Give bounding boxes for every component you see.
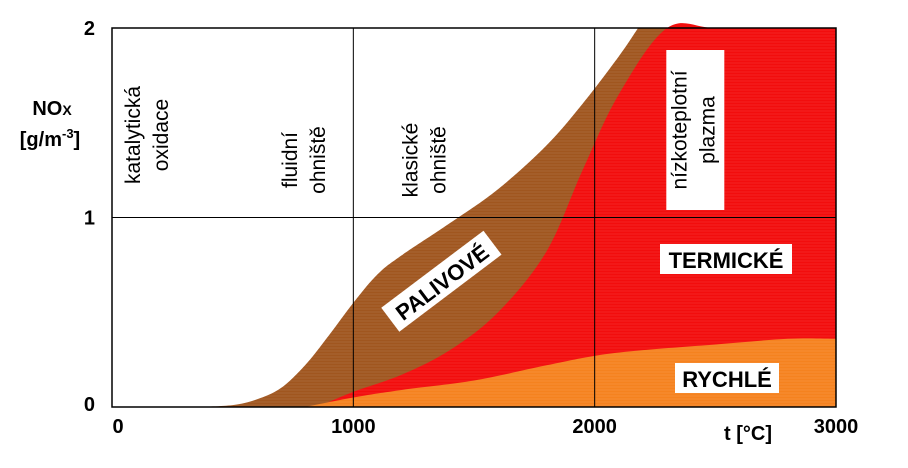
y-tick-label: 1 <box>84 208 95 230</box>
annotation-1: fluidní ohniště <box>279 126 330 194</box>
annotation-line: nízkoteplotní <box>668 70 691 189</box>
y-tick-label: 0 <box>84 394 95 416</box>
annotation-line: klasické <box>400 123 423 198</box>
chart-grid <box>111 27 837 408</box>
annotation-3: nízkoteplotní plazma <box>666 50 725 210</box>
chart-annotations: katalytická oxidace fluidní ohniště klasické… <box>122 50 725 210</box>
annotation-line: katalytická <box>122 86 145 184</box>
annotation-0: katalytická oxidace <box>122 86 173 184</box>
x-tick-label: 0 <box>112 416 123 438</box>
x-tick-label: 2000 <box>572 416 617 438</box>
label-bg <box>660 244 792 274</box>
annotation-2: klasické ohniště <box>400 123 451 198</box>
y-tick-label: 2 <box>84 18 95 40</box>
label-rychle: RYCHLÉ <box>675 363 779 393</box>
annotation-line: plazma <box>696 96 719 164</box>
annotation-line: ohniště <box>307 126 330 194</box>
chart-areas <box>196 23 837 407</box>
annotation-line: fluidní <box>279 132 302 188</box>
chart-ticks: 0 1000 2000 3000 0 1 2 <box>84 18 858 438</box>
x-tick-label: 1000 <box>331 416 376 438</box>
annotation-line: oxidace <box>150 99 173 171</box>
annotation-line: ohniště <box>428 126 451 194</box>
label-bg <box>381 230 502 332</box>
label-text: RYCHLÉ <box>682 367 772 392</box>
x-tick-label: 3000 <box>814 416 859 438</box>
label-bg <box>675 363 779 393</box>
x-axis-label: t [°C] <box>724 423 772 445</box>
annotation-bg <box>666 50 725 210</box>
y-axis-label-line2: [g/m-3] <box>20 126 80 151</box>
y-axis-label-line1: NOX <box>32 98 72 120</box>
label-text: TERMICKÉ <box>669 248 784 273</box>
label-termicke: TERMICKÉ <box>660 244 792 274</box>
